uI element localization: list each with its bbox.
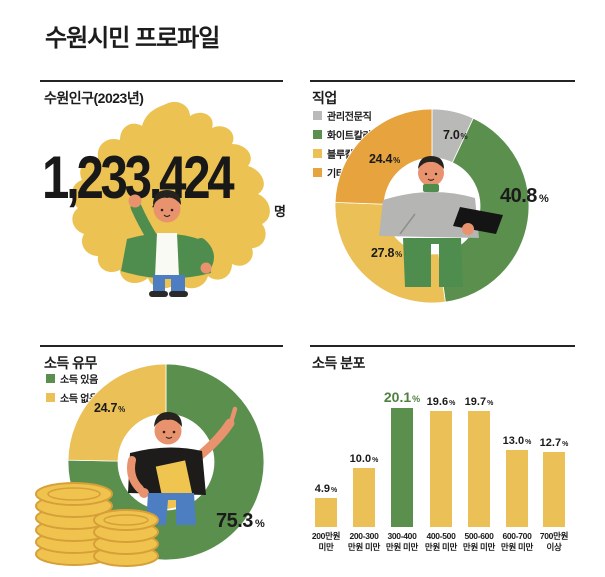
donut-segment-1: [68, 364, 167, 462]
divider-bottom-left: [40, 345, 283, 347]
section-header-income-dist: 소득 분포: [312, 355, 365, 371]
person-laptop-illustration: [379, 156, 503, 287]
bar-value-label-2: 20.1%: [383, 389, 421, 405]
legend-swatch: [313, 111, 322, 120]
bar-value-label-1: 10.0%: [349, 453, 379, 465]
legend-item: 소득 없음: [46, 390, 98, 405]
section-header-population: 수원인구(2023년): [44, 90, 144, 106]
page-title: 수원시민 프로파일: [45, 25, 220, 52]
bar-3: [430, 411, 452, 527]
occupation-value-managers: 7.0%: [443, 128, 468, 142]
occupation-value-whitecollar: 40.8%: [500, 185, 549, 207]
bar-4: [468, 411, 490, 527]
donut-segment-3: [334, 108, 433, 205]
legend-label: 소득 있음: [60, 375, 99, 386]
bar-2: [391, 408, 413, 527]
legend-label: 기타: [327, 169, 345, 180]
legend-item: 기타: [313, 165, 372, 180]
divider-bottom-right: [310, 345, 575, 347]
income-status-value-yes: 75.3%: [216, 510, 265, 532]
legend-label: 소득 없음: [60, 394, 99, 405]
legend-label: 화이트칼라: [327, 131, 372, 142]
bar-value-label-5: 13.0%: [502, 435, 532, 447]
legend-item: 소득 있음: [46, 371, 98, 386]
legend-item: 블루칼라: [313, 146, 372, 161]
bar-tick-label-2: 300-400 만원 미만: [385, 531, 419, 552]
bar-tick-label-6: 700만원 이상: [539, 531, 569, 552]
population-unit: 명: [274, 204, 286, 219]
bar-tick-label-4: 500-600 만원 미만: [462, 531, 496, 552]
bar-value-label-6: 12.7%: [539, 437, 569, 449]
section-header-income-status: 소득 유무: [44, 355, 97, 371]
bar-tick-label-0: 200만원 미만: [311, 531, 341, 552]
coin-stacks-illustration: [35, 482, 159, 567]
legend-swatch: [313, 168, 322, 177]
legend-swatch: [313, 130, 322, 139]
bar-5: [506, 450, 528, 527]
legend-swatch: [313, 149, 322, 158]
divider-top-right: [310, 80, 575, 82]
legend-item: 화이트칼라: [313, 127, 372, 142]
legend-swatch: [46, 374, 55, 383]
bar-value-label-4: 19.7%: [464, 396, 494, 408]
occupation-value-etc: 24.4%: [369, 152, 400, 166]
bar-tick-label-3: 400-500 만원 미만: [424, 531, 458, 552]
occupation-value-bluecollar: 27.8%: [371, 246, 402, 260]
person-waving-illustration: [121, 190, 214, 297]
bar-value-label-3: 19.6%: [426, 396, 456, 408]
bar-1: [353, 468, 375, 527]
bar-value-label-0: 4.9%: [314, 483, 338, 495]
person-pointing-illustration: [127, 406, 238, 525]
legend-label: 블루칼라: [327, 150, 363, 161]
bar-tick-label-5: 600-700 만원 미만: [500, 531, 534, 552]
legend-swatch: [46, 393, 55, 402]
legend-item: 관리전문직: [313, 108, 372, 123]
bar-6: [543, 452, 565, 527]
legend-label: 관리전문직: [327, 112, 372, 123]
income-status-value-no: 24.7%: [94, 401, 125, 415]
bar-tick-label-1: 200-300 만원 미만: [347, 531, 381, 552]
section-header-occupation: 직업: [312, 90, 337, 106]
bar-0: [315, 498, 337, 527]
divider-top-left: [40, 80, 283, 82]
